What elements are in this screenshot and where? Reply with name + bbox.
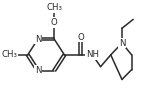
Text: N: N [35, 66, 41, 75]
Text: CH₃: CH₃ [46, 3, 62, 12]
Text: N: N [119, 39, 125, 48]
Text: O: O [51, 18, 58, 27]
Text: CH₃: CH₃ [2, 50, 17, 59]
Text: NH: NH [86, 50, 99, 59]
Text: N: N [35, 35, 41, 44]
Text: O: O [77, 33, 84, 42]
